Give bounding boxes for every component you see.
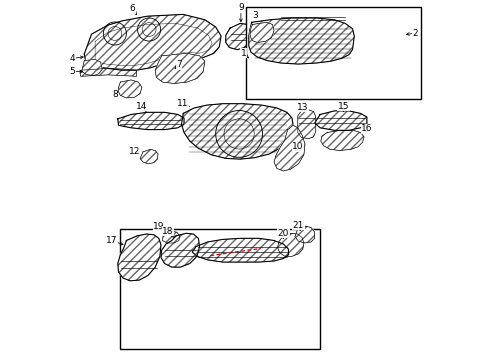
Polygon shape bbox=[225, 23, 251, 50]
Polygon shape bbox=[248, 18, 354, 64]
Text: 21: 21 bbox=[292, 220, 304, 230]
Text: 6: 6 bbox=[129, 4, 135, 13]
Text: 19: 19 bbox=[153, 222, 164, 231]
Polygon shape bbox=[161, 233, 199, 267]
Polygon shape bbox=[84, 14, 221, 70]
Text: 7: 7 bbox=[176, 60, 182, 69]
Polygon shape bbox=[273, 125, 305, 171]
Text: 1: 1 bbox=[241, 49, 246, 58]
Polygon shape bbox=[192, 238, 288, 262]
Text: 4: 4 bbox=[69, 54, 75, 63]
Polygon shape bbox=[118, 112, 183, 130]
Text: 8: 8 bbox=[112, 90, 118, 99]
Polygon shape bbox=[118, 234, 161, 281]
Text: 3: 3 bbox=[252, 10, 258, 19]
Text: 9: 9 bbox=[238, 3, 244, 12]
Polygon shape bbox=[320, 130, 363, 150]
Text: 17: 17 bbox=[106, 236, 118, 245]
Text: 12: 12 bbox=[129, 147, 140, 156]
Polygon shape bbox=[155, 53, 204, 84]
Text: 18: 18 bbox=[162, 227, 174, 236]
Polygon shape bbox=[118, 80, 142, 98]
Polygon shape bbox=[81, 59, 102, 76]
Text: 14: 14 bbox=[136, 102, 147, 111]
Polygon shape bbox=[249, 22, 273, 42]
Polygon shape bbox=[81, 68, 136, 76]
Polygon shape bbox=[294, 226, 314, 243]
Polygon shape bbox=[181, 104, 292, 159]
Text: 5: 5 bbox=[69, 67, 75, 76]
Polygon shape bbox=[162, 231, 179, 243]
Polygon shape bbox=[314, 111, 366, 130]
Polygon shape bbox=[277, 233, 303, 256]
Text: 16: 16 bbox=[361, 124, 372, 133]
Polygon shape bbox=[140, 149, 158, 164]
Text: 2: 2 bbox=[412, 29, 417, 37]
Text: 20: 20 bbox=[277, 229, 288, 238]
Text: 13: 13 bbox=[297, 103, 308, 112]
Text: 15: 15 bbox=[337, 102, 348, 111]
Polygon shape bbox=[297, 110, 315, 139]
Bar bbox=[120, 229, 320, 349]
Text: 11: 11 bbox=[177, 99, 188, 108]
Text: 10: 10 bbox=[291, 142, 303, 151]
Bar bbox=[246, 7, 420, 99]
